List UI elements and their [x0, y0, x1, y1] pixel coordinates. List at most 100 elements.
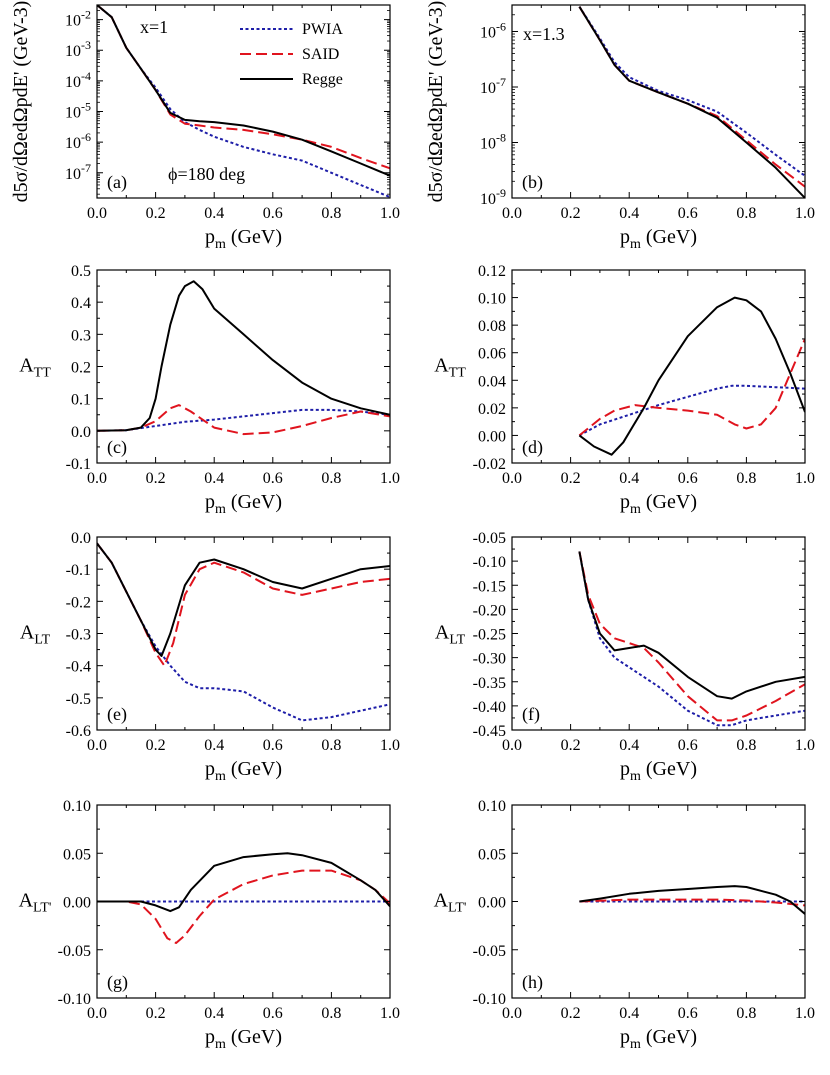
y-tick-label: -0.05 — [473, 530, 506, 547]
x-tick-label: 1.0 — [380, 1005, 400, 1022]
x-tick-label: 0.4 — [204, 470, 224, 487]
y-tick-label: -0.10 — [473, 991, 506, 1008]
y-axis-label: d5σ/dΩedΩpdE' (GeV-3) — [425, 1, 447, 203]
x-tick-label: 0.0 — [87, 1005, 107, 1022]
x-axis-label: pm (GeV) — [205, 1026, 282, 1052]
panel-label: (b) — [522, 172, 543, 193]
y-tick-label: 10-7 — [480, 75, 506, 97]
y-axis-label: ALT' — [19, 890, 52, 916]
x-tick-label: 0.4 — [619, 1005, 639, 1022]
series-regge-line — [97, 852, 390, 913]
x-tick-label: 0.6 — [263, 737, 283, 754]
x-tick-label: 0.0 — [502, 470, 522, 487]
chart-annotation: ϕ=180 deg — [168, 164, 245, 184]
y-tick-label: -0.2 — [66, 594, 91, 611]
y-tick-label: 0.05 — [478, 846, 506, 863]
y-tick-label: 0.10 — [478, 291, 506, 308]
series-regge-line — [97, 542, 390, 657]
x-tick-label: 1.0 — [795, 737, 815, 754]
y-tick-label: -0.1 — [66, 456, 91, 473]
series-said-line — [97, 542, 390, 667]
x-tick-label: 0.8 — [321, 205, 341, 222]
y-tick-label: 0.3 — [71, 327, 91, 344]
chart-panel-h: 0.0 0.2 0.4 0.6 0.8 1.0 -0.10 -0.05 0.00 0.05 0.10… — [434, 798, 815, 1052]
x-tick-label: 0.0 — [87, 470, 107, 487]
y-tick-label: 0.4 — [71, 295, 91, 312]
x-tick-label: 0.4 — [204, 205, 224, 222]
y-tick-label: -0.05 — [58, 943, 91, 960]
y-tick-label: 0.00 — [478, 895, 506, 912]
x-tick-label: 0.8 — [736, 470, 756, 487]
y-tick-label: -0.3 — [66, 627, 91, 644]
y-tick-label: 10-6 — [480, 19, 506, 41]
x-tick-label: 0.2 — [146, 470, 166, 487]
x-tick-label: 0.6 — [263, 470, 283, 487]
y-tick-label: -0.02 — [473, 456, 506, 473]
x-axis-label: pm (GeV) — [620, 758, 697, 784]
series-pwia-line — [578, 6, 805, 177]
y-tick-label: -0.45 — [473, 723, 506, 740]
y-tick-label: -0.30 — [473, 651, 506, 668]
series-regge-line — [578, 6, 805, 198]
y-tick-label: -0.1 — [66, 562, 91, 579]
y-tick-label: 10-2 — [65, 8, 91, 30]
x-tick-label: 0.2 — [561, 737, 581, 754]
x-axis-label: pm (GeV) — [205, 758, 282, 784]
x-tick-label: 0.8 — [736, 205, 756, 222]
chart-panel-e: 0.0 0.2 0.4 0.6 0.8 1.0 -0.6 -0.5 -0.4 -0.3 -0.2 -0… — [20, 530, 400, 784]
x-axis-label: pm (GeV) — [620, 1026, 697, 1052]
x-tick-label: 0.8 — [321, 737, 341, 754]
y-tick-label: 0.1 — [71, 392, 91, 409]
series-regge-line — [578, 551, 805, 700]
chart-panel-g: 0.0 0.2 0.4 0.6 0.8 1.0 -0.10 -0.05 0.00 0.05 0.10… — [19, 798, 400, 1052]
x-tick-label: 1.0 — [795, 205, 815, 222]
x-tick-label: 0.8 — [321, 1005, 341, 1022]
series-said-line — [97, 5, 390, 170]
legend-label-said: SAID — [302, 46, 339, 63]
legend-label-pwia: PWIA — [302, 21, 343, 38]
y-tick-label: 10-9 — [480, 186, 506, 208]
series-said-line — [578, 551, 805, 722]
x-tick-label: 0.8 — [736, 737, 756, 754]
x-tick-label: 0.6 — [263, 1005, 283, 1022]
x-tick-label: 0.4 — [619, 737, 639, 754]
y-tick-label: -0.35 — [473, 675, 506, 692]
y-tick-label: 0.05 — [63, 846, 91, 863]
chart-panel-f: 0.0 0.2 0.4 0.6 0.8 1.0 -0.45 -0.40 -0.35 -0.30 -0… — [435, 530, 815, 784]
y-tick-label: 10-4 — [65, 69, 91, 91]
y-axis-label: ATT — [19, 355, 51, 381]
y-tick-label: -0.05 — [473, 943, 506, 960]
series-said-line — [97, 404, 390, 436]
x-axis-label: pm (GeV) — [620, 226, 697, 252]
y-axis-label: ALT' — [434, 890, 467, 916]
panel-label: (h) — [522, 972, 543, 993]
y-tick-label: 10-8 — [480, 130, 506, 152]
x-tick-label: 0.0 — [502, 737, 522, 754]
y-tick-label: 10-7 — [65, 161, 91, 183]
x-tick-label: 1.0 — [380, 737, 400, 754]
x-axis-label: pm (GeV) — [620, 491, 697, 517]
series-regge-line — [579, 885, 805, 915]
y-tick-label: 10-6 — [65, 130, 91, 152]
x-tick-label: 0.4 — [204, 1005, 224, 1022]
x-tick-label: 1.0 — [795, 1005, 815, 1022]
chart-panel-d: 0.0 0.2 0.4 0.6 0.8 1.0 -0.02 0.00 0.02 0.04 0.06 0… — [434, 263, 815, 517]
x-tick-label: 0.4 — [619, 470, 639, 487]
y-tick-label: 0.10 — [478, 798, 506, 815]
panel-label: (a) — [107, 172, 127, 193]
x-axis-label: pm (GeV) — [205, 226, 282, 252]
x-tick-label: 0.6 — [678, 470, 698, 487]
y-axis-label: ALT — [20, 622, 51, 648]
x-tick-label: 0.6 — [678, 737, 698, 754]
x-tick-label: 0.8 — [736, 1005, 756, 1022]
y-axis-label: ALT — [435, 622, 466, 648]
chart-panel-b: 0.0 0.2 0.4 0.6 0.8 1.0 10-9 10-8 10-7 10-6 pm (Ge… — [425, 1, 815, 252]
chart-panel-a: 0.0 0.2 0.4 0.6 0.8 1.0 10-7 10-6 10-5 10-4 10-3 10… — [10, 1, 400, 252]
y-tick-label: 0.10 — [63, 798, 91, 815]
y-tick-label: -0.40 — [473, 699, 506, 716]
y-tick-label: 0.00 — [63, 895, 91, 912]
panel-label: (f) — [522, 704, 540, 725]
x-tick-label: 0.6 — [678, 205, 698, 222]
series-said-line — [578, 6, 805, 188]
